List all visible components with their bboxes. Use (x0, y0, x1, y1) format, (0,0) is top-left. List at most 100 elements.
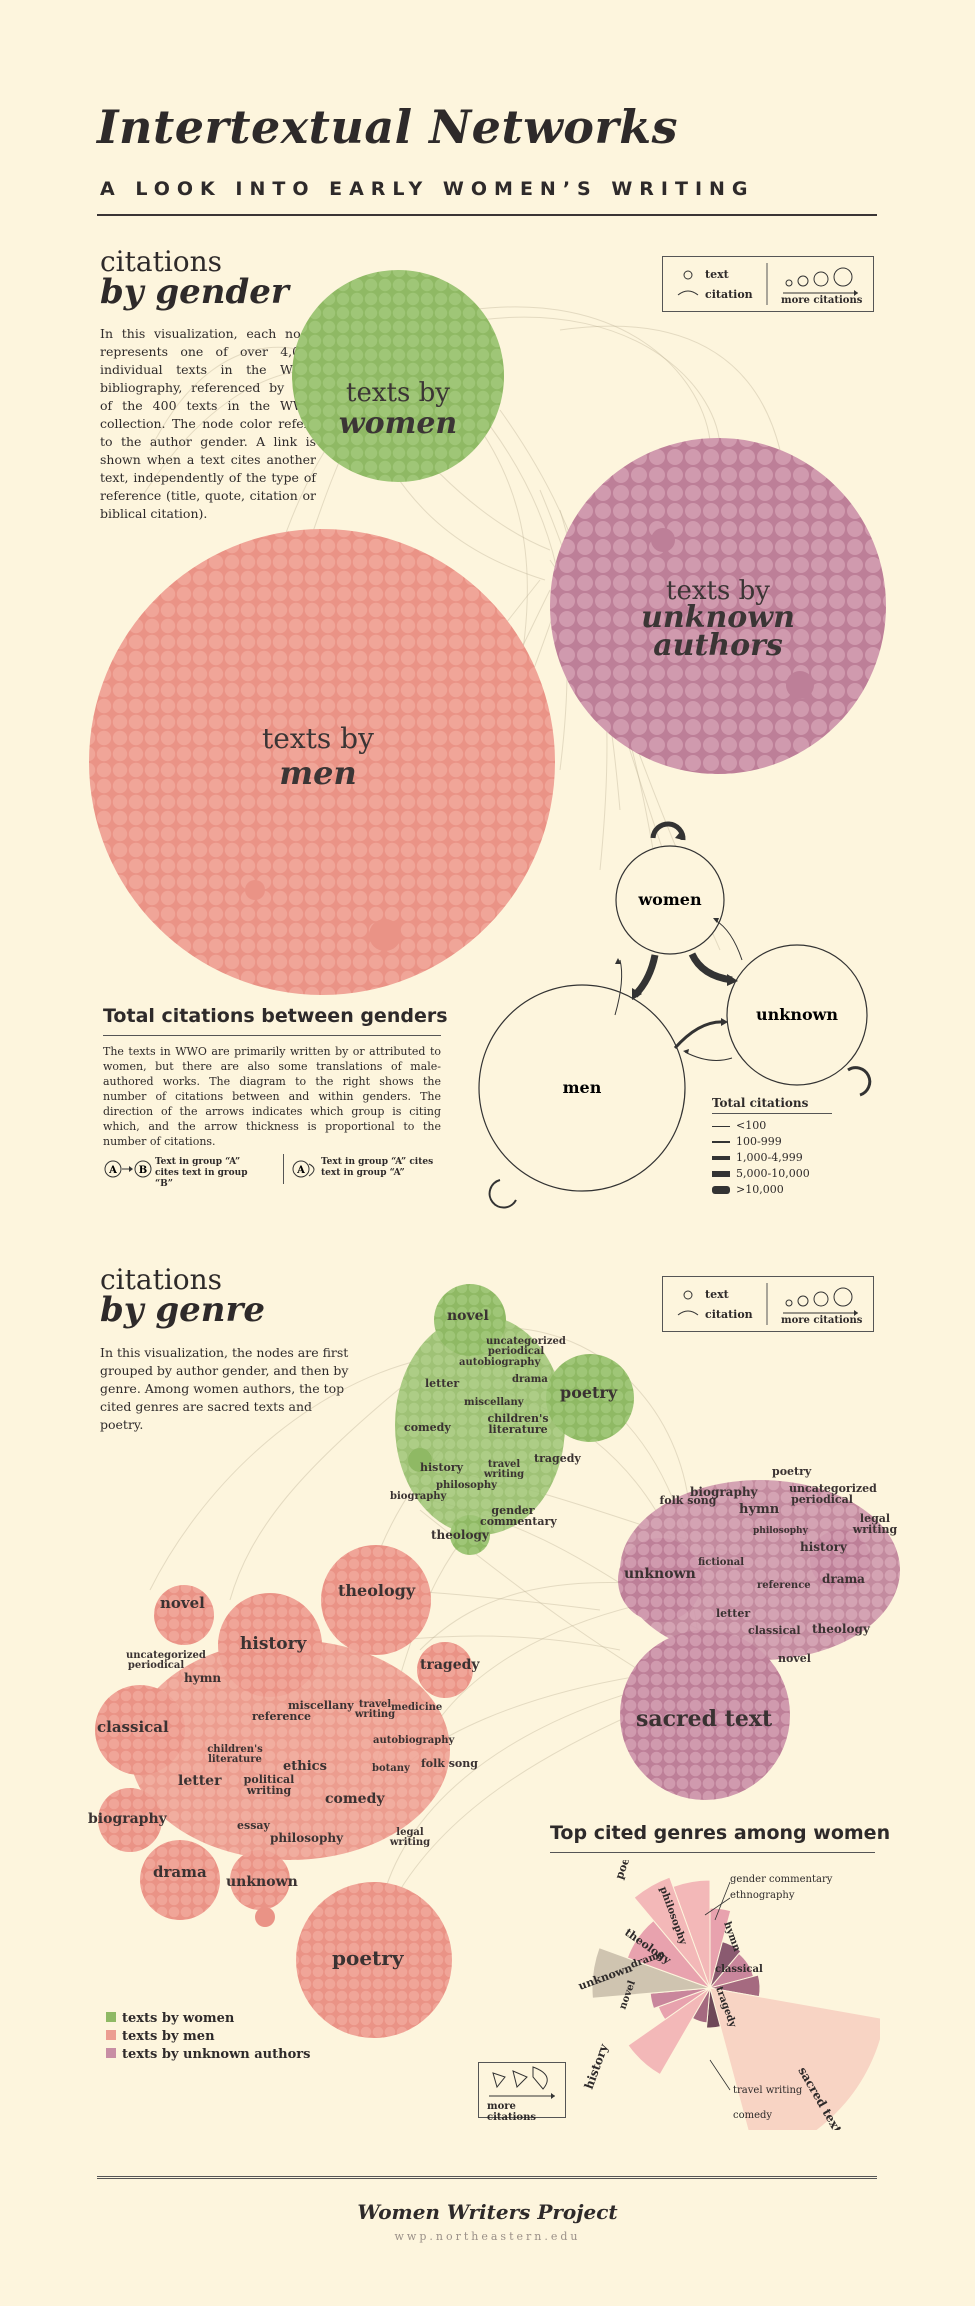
genre-label-men-1: novel (160, 1594, 205, 1612)
genre-label-women-6: miscellany (464, 1397, 524, 1408)
total-citations-title: Total citations between genders (103, 1005, 448, 1027)
genre-label-women-2: autobiography (459, 1357, 541, 1368)
flow-node-women (615, 845, 725, 955)
legend-unknown: texts by unknown authors (106, 2046, 310, 2064)
genre-label-unknown-12: letter (716, 1607, 751, 1620)
page-subtitle: A LOOK INTO EARLY WOMEN’S WRITING (100, 178, 755, 200)
flow-node-men (478, 984, 686, 1192)
genre-label-men-12: children's literature (207, 1744, 263, 1765)
genre-label-unknown-4: hymn (739, 1502, 780, 1517)
text-node-icon (683, 270, 693, 280)
genre-label-women-3: drama (512, 1374, 548, 1385)
rose-more-legend: more citations (478, 2062, 566, 2123)
genre-label-unknown-16: sacred text (636, 1706, 773, 1732)
genre-network (95, 1284, 900, 2038)
size-legend-genre-text: text (705, 1288, 729, 1301)
men-cluster (89, 529, 555, 995)
genre-label-unknown-6: philosophy (753, 1526, 808, 1536)
thickness-item-1: <100 (712, 1118, 832, 1134)
key-text-2: Text in group “A” cites text in group “A… (321, 1157, 434, 1178)
thickness-item-2: 100-999 (712, 1134, 832, 1150)
genre-label-men-10: classical (97, 1718, 169, 1736)
genre-label-unknown-11: reference (757, 1580, 811, 1591)
genre-label-men-22: legal writing (389, 1827, 431, 1848)
citation-flow-diagram: women unknown men (478, 821, 872, 1209)
genre-label-women-9: tragedy (534, 1452, 581, 1465)
genre-label-men-6: miscellany (288, 1699, 354, 1712)
genre-label-men-23: drama (153, 1863, 207, 1881)
genre-color-legend: texts by women texts by men texts by unk… (106, 2010, 310, 2064)
rose-label-14: comedy (733, 2110, 772, 2121)
size-legend-genre-more: more citations (781, 1315, 863, 1326)
genre-label-men-20: comedy (325, 1791, 385, 1807)
rose-more-label: more citations (487, 2101, 536, 2123)
size-legend-text: text (705, 268, 729, 281)
top-genres-title: Top cited genres among women (550, 1822, 891, 1844)
key-node-a: A (108, 1165, 117, 1176)
genre-label-women-15: theology (431, 1528, 489, 1542)
genre-label-unknown-2: uncategorized periodical (789, 1482, 877, 1506)
flow-label-women: women (637, 890, 702, 909)
rose-segment-6 (705, 1987, 721, 2029)
total-citations-divider (103, 1035, 441, 1036)
gender-heading-light: citations (100, 245, 223, 278)
thickness-item-4: 5,000-10,000 (712, 1166, 832, 1182)
genre-heading-light: citations (100, 1263, 223, 1296)
legend-women: texts by women (106, 2010, 310, 2028)
genre-label-men-3: tragedy (420, 1657, 480, 1673)
header-divider (97, 214, 877, 216)
rose-label-13: travel writing (733, 2085, 803, 2096)
flow-node-unknown (726, 944, 868, 1086)
arrow-key: A B Text in group “A” cites text in grou… (103, 1152, 441, 1189)
rose-segment-2 (709, 1941, 742, 1989)
genre-label-unknown-0: poetry (772, 1465, 812, 1478)
genre-label-unknown-14: theology (812, 1622, 870, 1636)
rose-label-6: classical (715, 1964, 763, 1975)
genre-label-women-1: uncategorized periodical (486, 1336, 566, 1357)
rose-label-11: history (582, 2041, 612, 2091)
genre-label-men-9: reference (252, 1710, 312, 1723)
genre-label-men-16: letter (178, 1773, 222, 1789)
genre-label-unknown-9: unknown (624, 1566, 696, 1582)
unknown-label-1: texts by (666, 576, 770, 606)
genre-description: In this visualization, the nodes are fir… (100, 1345, 349, 1432)
women-label-1: texts by (346, 378, 450, 408)
genre-label-women-12: philosophy (436, 1480, 497, 1491)
genre-label-men-21: philosophy (270, 1831, 344, 1845)
genre-label-women-13: biography (390, 1491, 447, 1502)
genre-label-unknown-13: classical (748, 1624, 801, 1637)
rose-label-2: gender commentary (730, 1874, 833, 1885)
footer-title: Women Writers Project (357, 2200, 618, 2224)
size-legend-genre: text citation more citations (662, 1276, 874, 1332)
rose-segment-13 (633, 1876, 711, 1989)
women-label-2: women (339, 406, 457, 441)
key-node-b: B (139, 1165, 147, 1176)
genre-heading-bold: by genre (100, 1290, 266, 1330)
size-legend-more: more citations (781, 295, 863, 306)
total-citations-description: The texts in WWO are primarily written b… (103, 1045, 441, 1148)
footer-url: wwp.northeastern.edu (394, 2230, 581, 2243)
gender-network: texts by women texts by unknown authors … (89, 270, 886, 995)
rose-label-3: ethnography (730, 1890, 795, 1901)
genre-label-women-14: gender commentary (480, 1504, 557, 1528)
genre-label-men-15: folk song (421, 1757, 478, 1770)
flow-label-unknown: unknown (756, 1005, 838, 1024)
rose-segment-11 (591, 1947, 711, 1999)
genre-label-women-4: letter (425, 1377, 460, 1390)
thickness-legend-title: Total citations (712, 1096, 809, 1110)
gender-description: In this visualization, each node represe… (100, 326, 316, 521)
genre-label-men-18: biography (88, 1811, 167, 1827)
rose-segment-8 (627, 1987, 711, 2076)
unknown-label-2: unknown (641, 600, 795, 635)
genre-label-men-14: botany (372, 1763, 410, 1774)
genre-label-unknown-3: folk song (659, 1494, 717, 1507)
legend-men: texts by men (106, 2028, 310, 2046)
genre-label-men-24: unknown (226, 1874, 298, 1890)
rose-label-0: poetry (613, 1860, 639, 1881)
genre-label-unknown-10: drama (822, 1572, 865, 1586)
citation-link-icon (677, 290, 699, 296)
genre-label-men-11: autobiography (373, 1735, 455, 1746)
key-self-node-a: A (296, 1165, 305, 1176)
genre-label-men-0: theology (338, 1581, 416, 1600)
